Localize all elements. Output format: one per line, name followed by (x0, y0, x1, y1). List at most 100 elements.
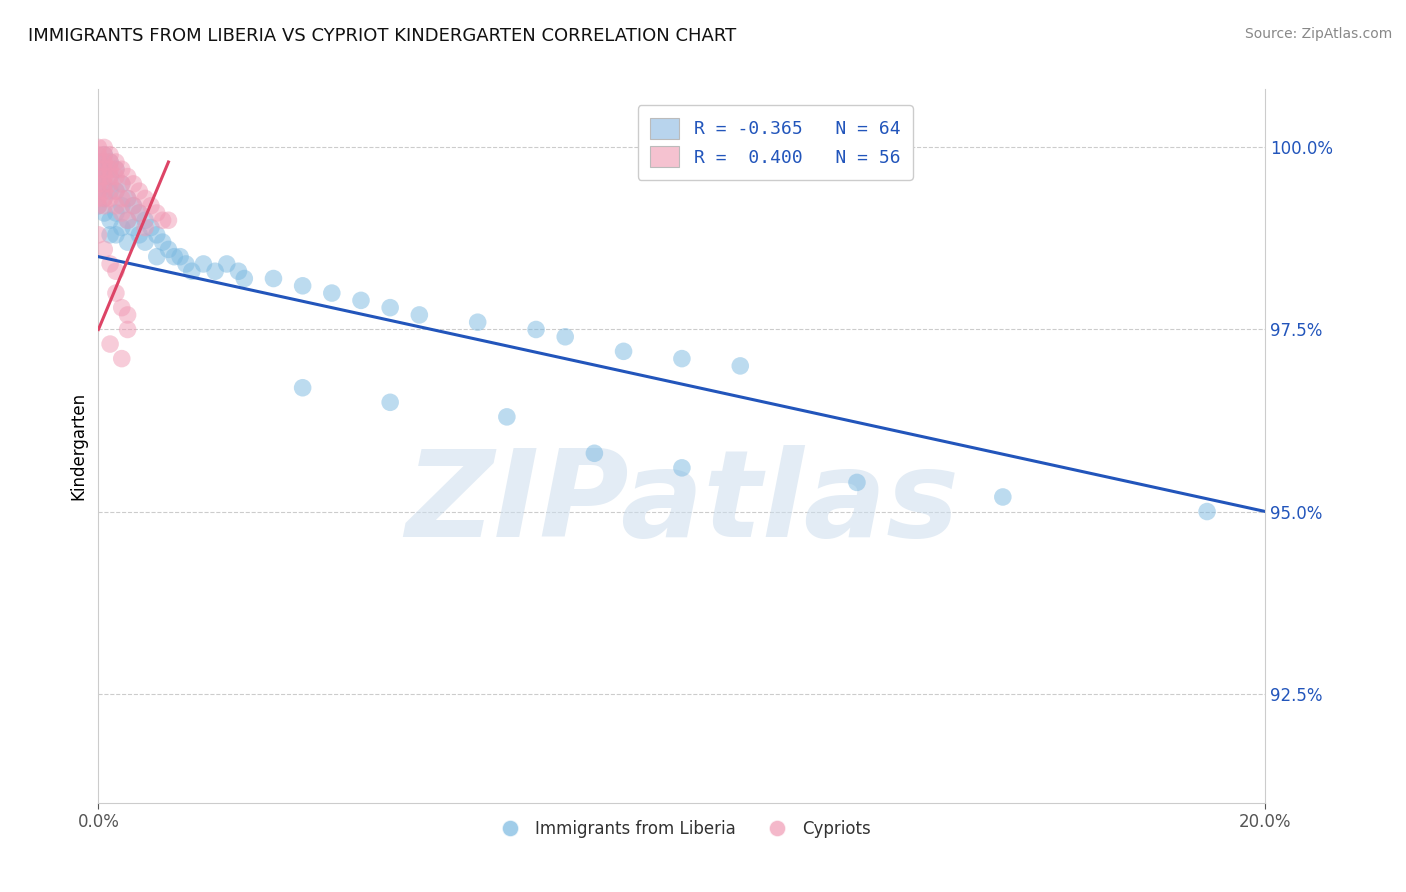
Point (111, 162, 134, 177)
Point (215, 257, 238, 271)
Y-axis label: Kindergarten: Kindergarten (69, 392, 87, 500)
Point (134, 220, 156, 235)
Point (104, 155, 127, 169)
Point (93, 206, 115, 220)
Point (98, 337, 121, 351)
Point (87, 199, 110, 213)
Point (93, 243, 115, 257)
Point (93, 162, 115, 177)
Point (846, 475, 869, 490)
Point (98, 155, 121, 169)
Point (122, 220, 145, 235)
Point (380, 301, 402, 315)
Point (104, 169, 127, 184)
Point (117, 308, 139, 322)
Point (93, 184, 115, 198)
Point (467, 315, 489, 329)
Point (117, 213, 139, 227)
Point (111, 301, 134, 315)
Point (93, 147, 115, 161)
Point (98, 257, 121, 271)
Point (98, 213, 121, 227)
Point (93, 191, 115, 205)
Point (98, 191, 121, 205)
Point (122, 199, 145, 213)
Point (93, 177, 115, 191)
Point (122, 177, 145, 191)
Point (87, 147, 110, 161)
Point (152, 213, 174, 227)
Point (87, 199, 110, 213)
Point (111, 206, 134, 220)
Point (87, 155, 110, 169)
Point (117, 191, 139, 205)
Point (111, 177, 134, 191)
Point (98, 169, 121, 184)
Point (671, 351, 693, 366)
Point (104, 264, 127, 278)
Point (98, 155, 121, 169)
Point (87, 140, 110, 154)
Point (163, 250, 186, 264)
Point (98, 184, 121, 198)
Point (291, 278, 314, 293)
Point (730, 359, 752, 373)
Point (87, 184, 110, 198)
Point (117, 213, 139, 227)
Point (157, 243, 180, 257)
Point (98, 227, 121, 242)
Point (87, 169, 110, 184)
Point (93, 199, 115, 213)
Point (87, 169, 110, 184)
Point (128, 206, 150, 220)
Point (93, 140, 115, 154)
Point (291, 381, 314, 395)
Point (122, 199, 145, 213)
Point (128, 227, 150, 242)
Point (117, 191, 139, 205)
Point (554, 330, 576, 344)
Point (583, 446, 606, 460)
Point (111, 351, 134, 366)
Point (139, 199, 162, 213)
Legend: Immigrants from Liberia, Cypriots: Immigrants from Liberia, Cypriots (486, 814, 877, 845)
Point (233, 271, 256, 285)
Point (104, 162, 127, 177)
Point (104, 206, 127, 220)
Point (87, 191, 110, 205)
Point (104, 184, 127, 198)
Point (104, 162, 127, 177)
Point (104, 199, 127, 213)
Point (134, 213, 156, 227)
Point (93, 169, 115, 184)
Point (93, 155, 115, 169)
Point (104, 184, 127, 198)
Point (157, 213, 180, 227)
Point (117, 322, 139, 336)
Point (408, 308, 430, 322)
Point (134, 235, 156, 249)
Point (98, 162, 121, 177)
Point (139, 220, 162, 235)
Point (93, 162, 115, 177)
Point (524, 322, 547, 336)
Point (1195, 504, 1218, 518)
Point (98, 147, 121, 161)
Point (180, 264, 202, 278)
Point (321, 286, 343, 301)
Text: IMMIGRANTS FROM LIBERIA VS CYPRIOT KINDERGARTEN CORRELATION CHART: IMMIGRANTS FROM LIBERIA VS CYPRIOT KINDE… (28, 27, 737, 45)
Point (350, 293, 373, 308)
Point (169, 250, 191, 264)
Point (111, 177, 134, 191)
Point (93, 191, 115, 205)
Point (991, 490, 1014, 504)
Point (146, 206, 169, 220)
Point (104, 227, 127, 242)
Point (87, 184, 110, 198)
Point (93, 147, 115, 161)
Point (128, 206, 150, 220)
Point (262, 271, 284, 285)
Point (134, 191, 156, 205)
Point (98, 169, 121, 184)
Point (193, 257, 215, 271)
